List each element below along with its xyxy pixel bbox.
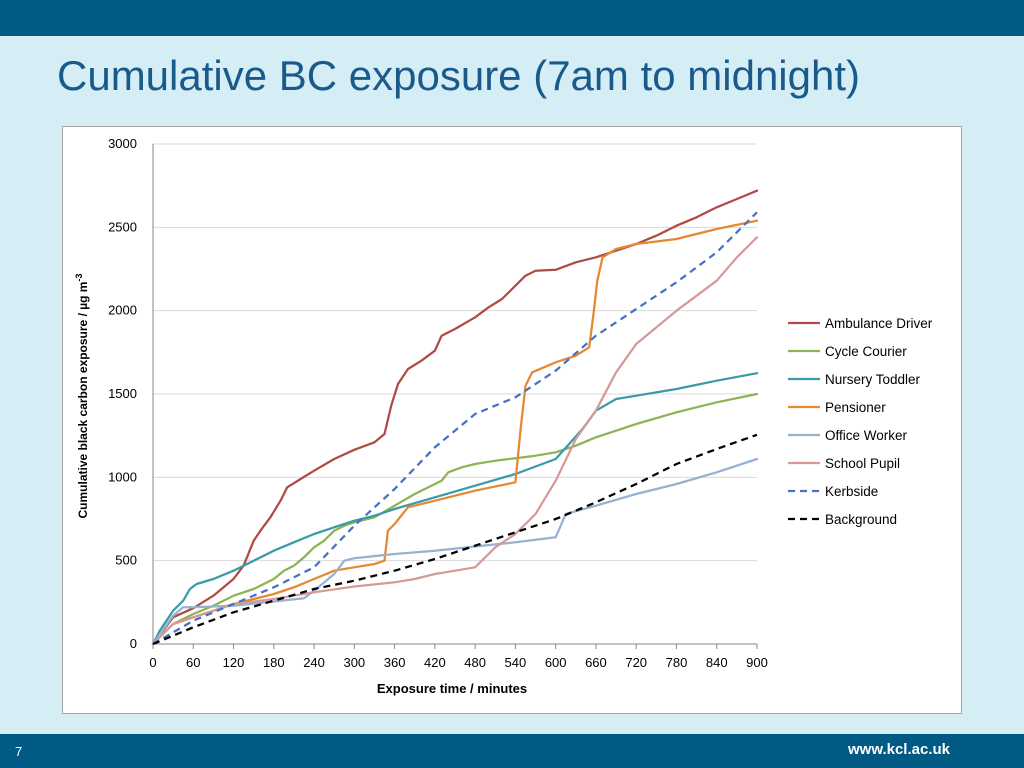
bottom-bar: 7 www.kcl.ac.uk <box>0 734 1024 768</box>
y-tick-label: 1000 <box>108 469 137 484</box>
series-line-kerbside <box>152 211 758 645</box>
series-line-pensioner <box>151 219 759 646</box>
x-tick-label: 300 <box>343 655 365 670</box>
legend-label-background: Background <box>825 512 897 527</box>
y-tick-label: 3000 <box>108 136 137 151</box>
x-tick-labels: 0 60 120 180 240 300 360 420 480 540 600 660 720 780 8… <box>149 644 768 670</box>
y-tick-label: 0 <box>130 636 137 651</box>
line-chart: 0 500 1000 1500 2000 2500 3000 0 60 120 180 240 300… <box>74 136 933 696</box>
gridlines <box>152 143 757 645</box>
top-bar <box>0 0 1024 36</box>
y-axis-label-text: Cumulative black carbon exposure / µg m <box>76 282 90 519</box>
series-line-nursery-toddler <box>151 372 759 646</box>
series-line-school-pupil <box>151 236 759 646</box>
series-line-cycle-courier <box>151 392 759 646</box>
x-tick-label: 540 <box>505 655 527 670</box>
x-tick-label: 180 <box>263 655 285 670</box>
x-tick-label: 480 <box>464 655 486 670</box>
y-tick-label: 500 <box>115 553 137 568</box>
x-tick-label: 0 <box>149 655 156 670</box>
x-tick-label: 420 <box>424 655 446 670</box>
legend-label-nursery-toddler: Nursery Toddler <box>825 372 921 387</box>
y-tick-label: 1500 <box>108 386 137 401</box>
x-tick-label: 900 <box>746 655 768 670</box>
legend-label-cycle-courier: Cycle Courier <box>825 344 907 359</box>
slide-number: 7 <box>15 744 23 759</box>
slide-title: Cumulative BC exposure (7am to midnight) <box>57 52 861 99</box>
series-line-background <box>152 433 758 646</box>
series-line-ambulance-driver <box>151 189 759 646</box>
legend-label-pensioner: Pensioner <box>825 400 886 415</box>
y-axis-label: Cumulative black carbon exposure / µg m-… <box>74 274 90 519</box>
x-tick-label: 60 <box>186 655 200 670</box>
x-axis-label: Exposure time / minutes <box>377 681 527 696</box>
x-tick-label: 600 <box>545 655 567 670</box>
x-tick-label: 660 <box>585 655 607 670</box>
x-tick-label: 780 <box>666 655 688 670</box>
chart-frame: 0 500 1000 1500 2000 2500 3000 0 60 120 180 240 300… <box>62 126 962 714</box>
site-url[interactable]: www.kcl.ac.uk <box>848 741 950 758</box>
legend-label-school-pupil: School Pupil <box>825 456 900 471</box>
legend: Ambulance Driver Cycle Courier Nursery Tod… <box>788 316 933 527</box>
series-lines <box>151 189 759 646</box>
y-tick-label: 2000 <box>108 303 137 318</box>
legend-label-ambulance-driver: Ambulance Driver <box>825 316 933 331</box>
y-axis-label-superscript: -3 <box>74 274 84 282</box>
x-tick-label: 840 <box>706 655 728 670</box>
x-tick-label: 120 <box>223 655 245 670</box>
x-tick-label: 360 <box>384 655 406 670</box>
y-tick-labels: 0 500 1000 1500 2000 2500 3000 <box>108 136 137 651</box>
x-tick-label: 720 <box>625 655 647 670</box>
series-line-office-worker <box>151 457 759 646</box>
y-tick-label: 2500 <box>108 219 137 234</box>
legend-label-office-worker: Office Worker <box>825 428 908 443</box>
x-tick-label: 240 <box>303 655 325 670</box>
legend-label-kerbside: Kerbside <box>825 484 878 499</box>
